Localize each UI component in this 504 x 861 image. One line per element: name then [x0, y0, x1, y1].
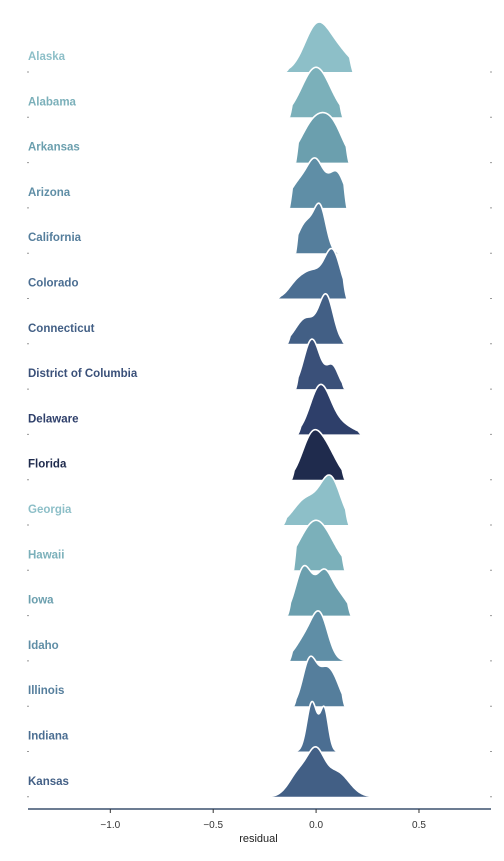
x-tick-label: −1.0	[100, 820, 120, 831]
row-label: Colorado	[28, 278, 78, 290]
density-area	[287, 293, 345, 344]
row-label: Delaware	[28, 413, 79, 425]
density-outline	[296, 383, 362, 436]
row-label: Alaska	[28, 51, 66, 63]
x-tick-label: 0.0	[309, 820, 323, 831]
density-area	[295, 112, 350, 163]
density-area	[293, 520, 345, 571]
row-label: Alabama	[28, 96, 77, 108]
ridge-row: Arizona	[27, 157, 492, 209]
density-area	[291, 429, 345, 480]
density-area	[285, 22, 354, 72]
density-outline	[292, 655, 346, 707]
ridge-row: District of Columbia	[27, 338, 492, 390]
density-area	[295, 203, 341, 254]
ridge-row: Hawaii	[27, 519, 492, 571]
row-label: Idaho	[28, 640, 59, 652]
row-label: District of Columbia	[28, 368, 138, 380]
density-area	[262, 746, 374, 797]
ridge-row: Kansas	[27, 745, 492, 798]
row-label: Iowa	[28, 595, 54, 607]
density-outline	[276, 247, 348, 300]
density-outline	[294, 338, 346, 390]
density-area	[283, 475, 350, 525]
density-outline	[294, 111, 350, 163]
ridge-row: Iowa	[27, 564, 492, 617]
density-outline	[282, 474, 350, 526]
density-outline	[286, 564, 352, 616]
density-outline	[284, 21, 354, 73]
row-label: Arkansas	[28, 142, 80, 154]
row-label: Indiana	[28, 731, 69, 743]
density-area	[287, 565, 352, 616]
density-area	[289, 67, 343, 118]
density-outline	[288, 157, 348, 209]
density-outline	[288, 610, 350, 662]
ridge-row: Florida	[27, 428, 492, 481]
density-area	[276, 248, 347, 299]
density-area	[289, 157, 347, 208]
ridge-row: Alabama	[27, 66, 492, 118]
density-outline	[292, 519, 346, 571]
density-outline	[289, 700, 339, 753]
ridge-row: California	[27, 202, 492, 254]
row-label: Georgia	[28, 504, 72, 516]
density-area	[293, 656, 345, 707]
ridge-row: Arkansas	[27, 111, 492, 164]
row-label: Illinois	[28, 685, 64, 697]
ridge-row: Connecticut	[27, 292, 492, 345]
ridge-row: Delaware	[27, 383, 492, 436]
density-area	[295, 339, 345, 390]
ridge-row: Idaho	[27, 610, 492, 662]
x-tick-label: 0.5	[412, 820, 426, 831]
density-outline	[286, 292, 346, 345]
x-tick-label: −0.5	[203, 820, 223, 831]
ridge-row: Indiana	[27, 700, 492, 753]
ridge-row: Georgia	[27, 474, 492, 526]
row-label: Florida	[28, 459, 67, 471]
ridge-row: Alaska	[27, 21, 492, 73]
density-area	[289, 610, 350, 661]
row-label: Connecticut	[28, 323, 95, 335]
density-outline	[262, 745, 374, 798]
x-axis-title: residual	[239, 833, 278, 845]
density-outline	[288, 66, 344, 118]
row-label: Arizona	[28, 187, 71, 199]
row-label: Kansas	[28, 776, 69, 788]
density-outline	[290, 428, 346, 481]
ridge-row: Colorado	[27, 247, 492, 300]
row-label: Hawaii	[28, 549, 64, 561]
ridge-row: Illinois	[27, 655, 492, 707]
row-label: California	[28, 232, 82, 244]
